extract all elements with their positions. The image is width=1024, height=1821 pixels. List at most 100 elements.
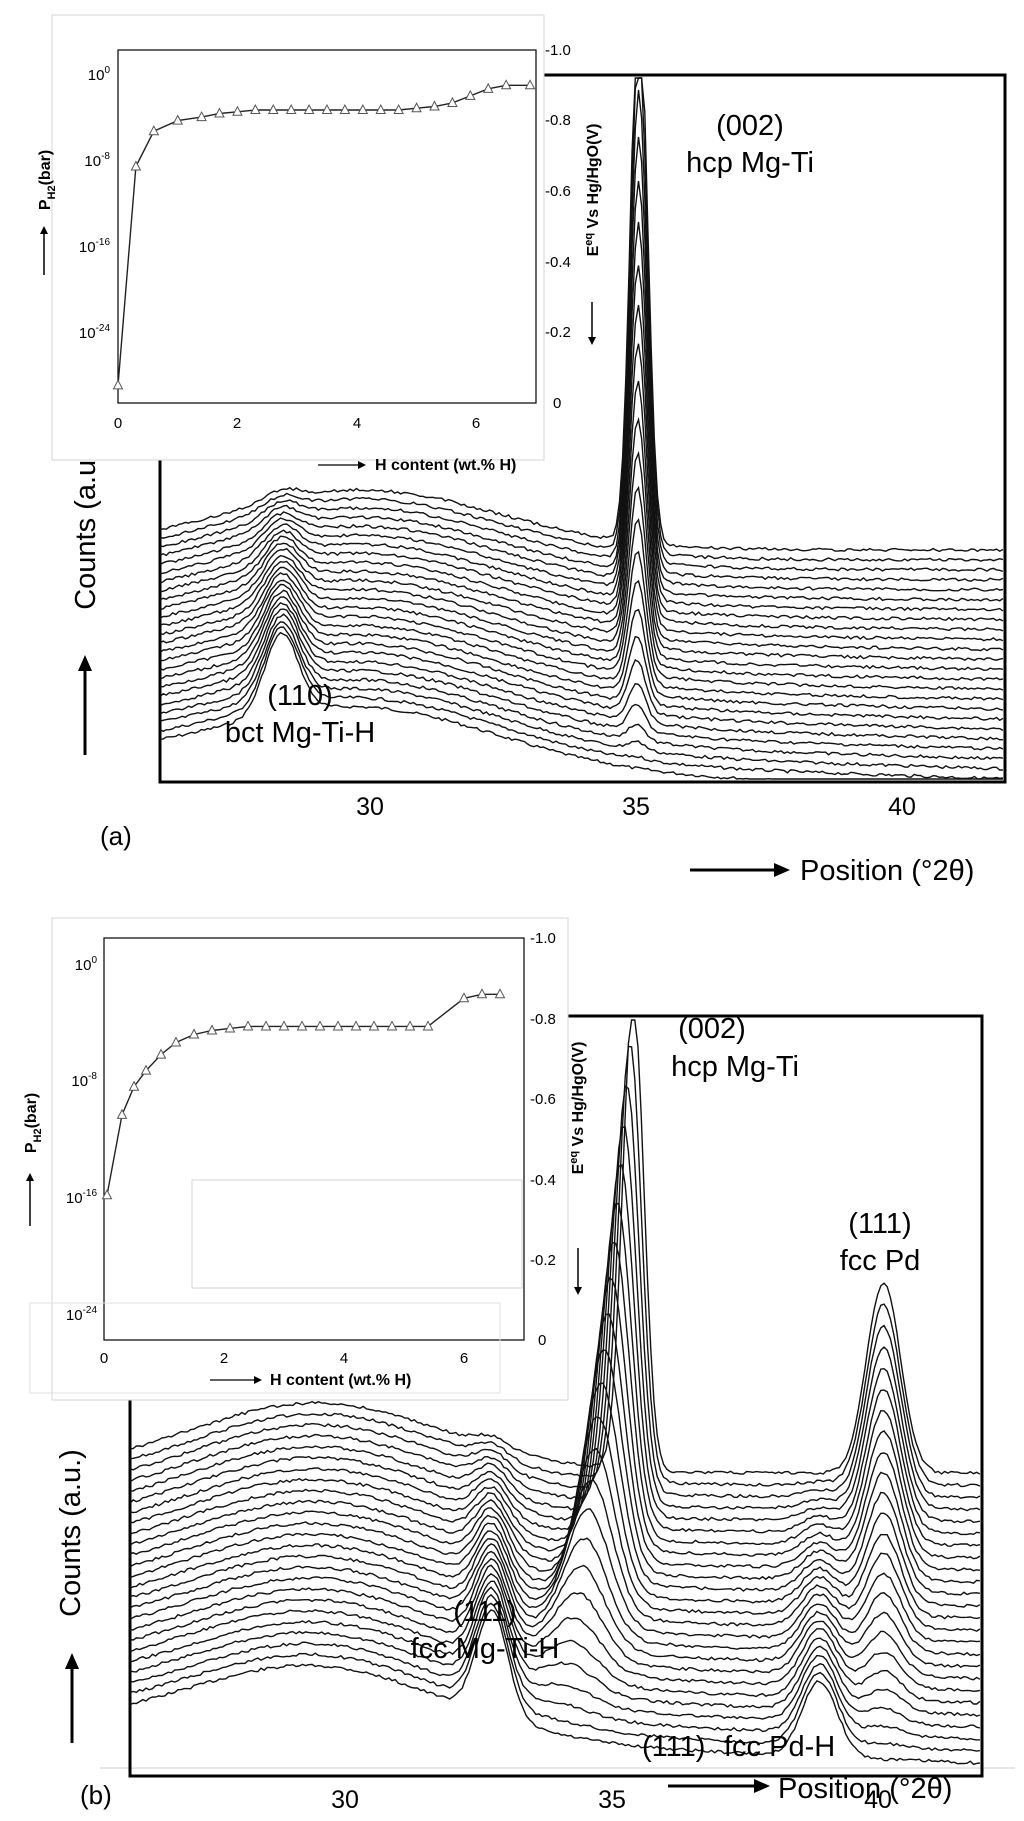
inset-data-point [224,1022,236,1033]
inset-data-point [101,1189,113,1200]
series-line [159,518,1004,682]
inset-data-point [357,103,369,115]
inset-right-tick: 0 [538,1332,546,1349]
inset-right-tick: -0.6 [530,1091,556,1108]
inset-left-tick: 10-16 [66,1188,98,1207]
inset-right-axis-label: Eeq Vs Hg/HgO(V) [583,124,602,345]
inset-data-point [155,1048,167,1059]
series-line [159,77,1004,553]
inset-data-point [140,1064,152,1075]
y-axis-title: Counts (a.u) [70,450,102,610]
panel-label: (b) [80,1780,112,1810]
y-axis-label: Counts (a.u) [70,450,102,755]
inset-background [51,14,545,461]
inset-data-point [170,1036,182,1047]
arrow-icon [26,1173,34,1181]
series-line [159,265,1004,612]
inset-curve [112,79,536,390]
inset-data-point [500,79,512,90]
inset-x-tick: 0 [100,1350,108,1367]
series-line [129,1313,981,1572]
series-line [129,1241,981,1547]
inset-x-axis-label: H content (wt.% H) [318,457,516,474]
x-axis: 30 35 40 [331,1786,892,1814]
inset-data-point [321,103,333,115]
inset-right-axis-label: Eeq Vs Hg/HgO(V) [568,1042,587,1295]
inset-left-axis: 100 10-8 10-16 10-24 [66,955,98,1324]
inset-left-axis-title: PH2(bar) [37,150,58,210]
inset-right-tick: -0.8 [545,112,571,129]
inset-x-tick: 0 [114,415,122,432]
inset-left-tick: 10-8 [84,151,110,170]
inset-data-point [214,107,225,118]
inset-data-point [339,103,351,115]
x-axis-title: Position (°2θ) [800,855,974,887]
series-line [129,1164,981,1524]
series-line [159,626,1003,780]
inset-data-point [404,1020,416,1031]
inset-data-point [196,111,207,122]
inset-data-point [112,379,124,390]
inset-right-tick: -0.4 [530,1172,556,1189]
peak-label-phase: hcp Mg-Ti [671,1051,799,1083]
inset-right-tick: -0.8 [530,1011,556,1028]
inset-x-tick: 6 [472,415,480,432]
series-line [159,621,1003,771]
arrow-icon [65,1653,79,1669]
inset-right-axis: -1.0 -0.8 -0.6 -0.4 -0.2 0 [545,42,571,412]
inset-x-tick: 4 [353,415,361,432]
inset-x-axis-label: H content (wt.% H) [210,1372,411,1389]
x-axis-title: Position (°2θ) [778,1773,952,1805]
inset-data-point [350,1020,362,1031]
inset-chart: 100 10-8 10-16 10-24 PH2(bar) -1.0 -0.8 … [37,14,602,474]
inset-chart: 100 10-8 10-16 10-24 PH2(bar) -1.0 -0.8 … [23,917,587,1401]
inset-data-point [314,1020,326,1031]
inset-data-point [116,1108,128,1119]
inset-x-axis-title: H content (wt.% H) [375,457,516,474]
inset-data-point [260,1020,272,1031]
series-line [159,89,1004,573]
series-line [159,631,1003,780]
series-line [129,1019,981,1475]
panel-label: (a) [100,821,132,851]
inset-data-point [411,102,422,113]
series-line [159,608,1004,751]
inset-data-point [296,1020,308,1031]
series-line [129,1602,981,1752]
series-line [159,485,1004,672]
inset-data-point [267,103,279,115]
inset-left-axis: 100 10-8 10-16 10-24 [79,65,111,342]
inset-right-tick: -1.0 [545,42,571,59]
series-line [129,1550,981,1669]
series-line [129,1382,981,1596]
series-line [159,613,1004,760]
series-line [129,1045,981,1488]
series-line [159,136,1004,582]
peak-label-hkl: (002) [678,1013,746,1045]
inset-data-point [285,103,297,115]
series-line [129,1537,981,1657]
x-tick-label: 40 [864,1786,892,1814]
inset-right-axis-title: Eeq Vs Hg/HgO(V) [583,124,602,257]
inset-plot-frame [117,49,537,404]
inset-left-tick: 100 [88,65,111,84]
inset-data-point [242,1020,254,1031]
inset-data-point [375,103,387,115]
series-line [159,77,1004,562]
series-line [129,1586,981,1729]
series-line [129,1276,981,1560]
inset-data-point [130,160,142,171]
series-line [129,1202,981,1536]
y-axis-label: Counts (a.u.) [55,1449,87,1743]
series-line [159,343,1004,632]
inset-plot-frame [103,937,525,1341]
series-line [129,1479,981,1632]
inset-data-point [464,89,476,100]
inset-data-point [447,96,458,107]
inset-right-axis: -1.0 -0.8 -0.6 -0.4 -0.2 0 [530,930,556,1349]
peak-label-phase: fcc Mg-Ti-H [411,1633,560,1665]
diffraction-traces [129,1019,981,1766]
inset-right-tick: -0.4 [545,254,571,271]
series-line [129,1573,981,1705]
inset-left-tick: 10-8 [71,1071,97,1090]
